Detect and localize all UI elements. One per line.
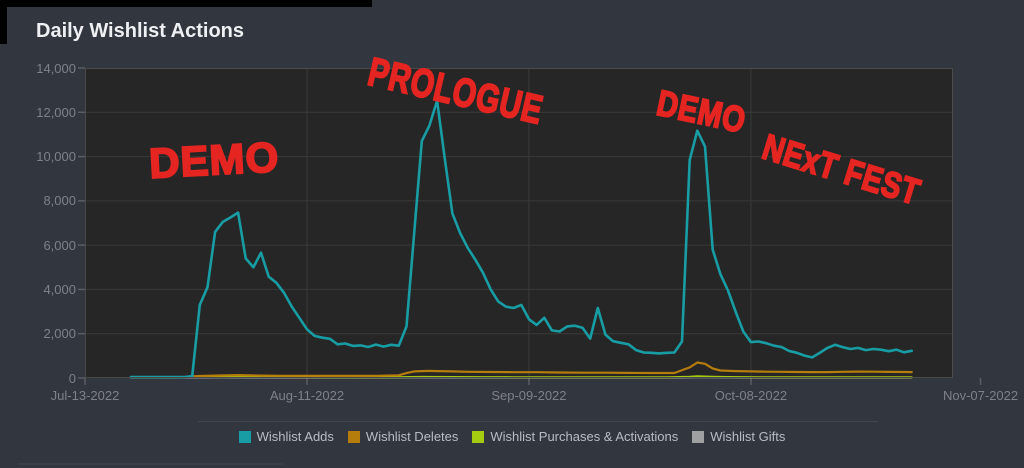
wishlist-deletes-line bbox=[191, 361, 913, 378]
legend-swatch-icon bbox=[347, 430, 360, 443]
screenshot-edge-top bbox=[0, 0, 372, 7]
bottom-section-edge bbox=[18, 463, 283, 465]
legend-label: Wishlist Purchases & Activations bbox=[490, 429, 679, 444]
legend-item-wishlist-deletes[interactable]: Wishlist Deletes bbox=[347, 429, 459, 444]
legend-swatch-icon bbox=[472, 430, 485, 443]
x-axis-label: Sep-09-2022 bbox=[491, 388, 567, 403]
page-title: Daily Wishlist Actions bbox=[36, 20, 245, 42]
legend-swatch-icon bbox=[238, 430, 251, 443]
y-axis-label: 10,000 bbox=[36, 149, 76, 165]
legend-item-wishlist-purchases-activations[interactable]: Wishlist Purchases & Activations bbox=[472, 429, 678, 444]
legend-item-wishlist-gifts[interactable]: Wishlist Gifts bbox=[692, 429, 785, 444]
y-axis-label: 8,000 bbox=[43, 193, 76, 209]
y-axis-label: 12,000 bbox=[36, 104, 76, 120]
wishlist-adds-line bbox=[129, 99, 914, 379]
chart-legend: Wishlist Adds Wishlist Deletes Wishlist Pu… bbox=[0, 429, 1024, 444]
legend-divider bbox=[198, 421, 878, 422]
annotation-demo: DEMO bbox=[147, 132, 281, 188]
chart-plot-area bbox=[78, 67, 982, 385]
plot-border bbox=[85, 68, 953, 378]
y-axis-label: 4,000 bbox=[43, 281, 76, 297]
legend-swatch-icon bbox=[692, 430, 705, 443]
y-axis-label: 14,000 bbox=[36, 60, 76, 76]
y-axis-label: 6,000 bbox=[43, 237, 76, 253]
legend-item-wishlist-adds[interactable]: Wishlist Adds bbox=[238, 429, 334, 444]
x-axis-label: Oct-08-2022 bbox=[714, 388, 788, 403]
legend-label: Wishlist Gifts bbox=[710, 429, 786, 444]
legend-label: Wishlist Deletes bbox=[365, 429, 459, 444]
screenshot-edge-left bbox=[0, 0, 7, 44]
wishlist-line-chart bbox=[78, 67, 982, 385]
y-axis-label: 2,000 bbox=[43, 326, 76, 342]
legend-label: Wishlist Adds bbox=[256, 429, 334, 444]
y-axis-label: 0 bbox=[68, 370, 76, 386]
x-axis-label: Jul-13-2022 bbox=[50, 388, 120, 403]
x-axis-label: Nov-07-2022 bbox=[942, 388, 1019, 403]
x-axis-label: Aug-11-2022 bbox=[269, 388, 345, 403]
